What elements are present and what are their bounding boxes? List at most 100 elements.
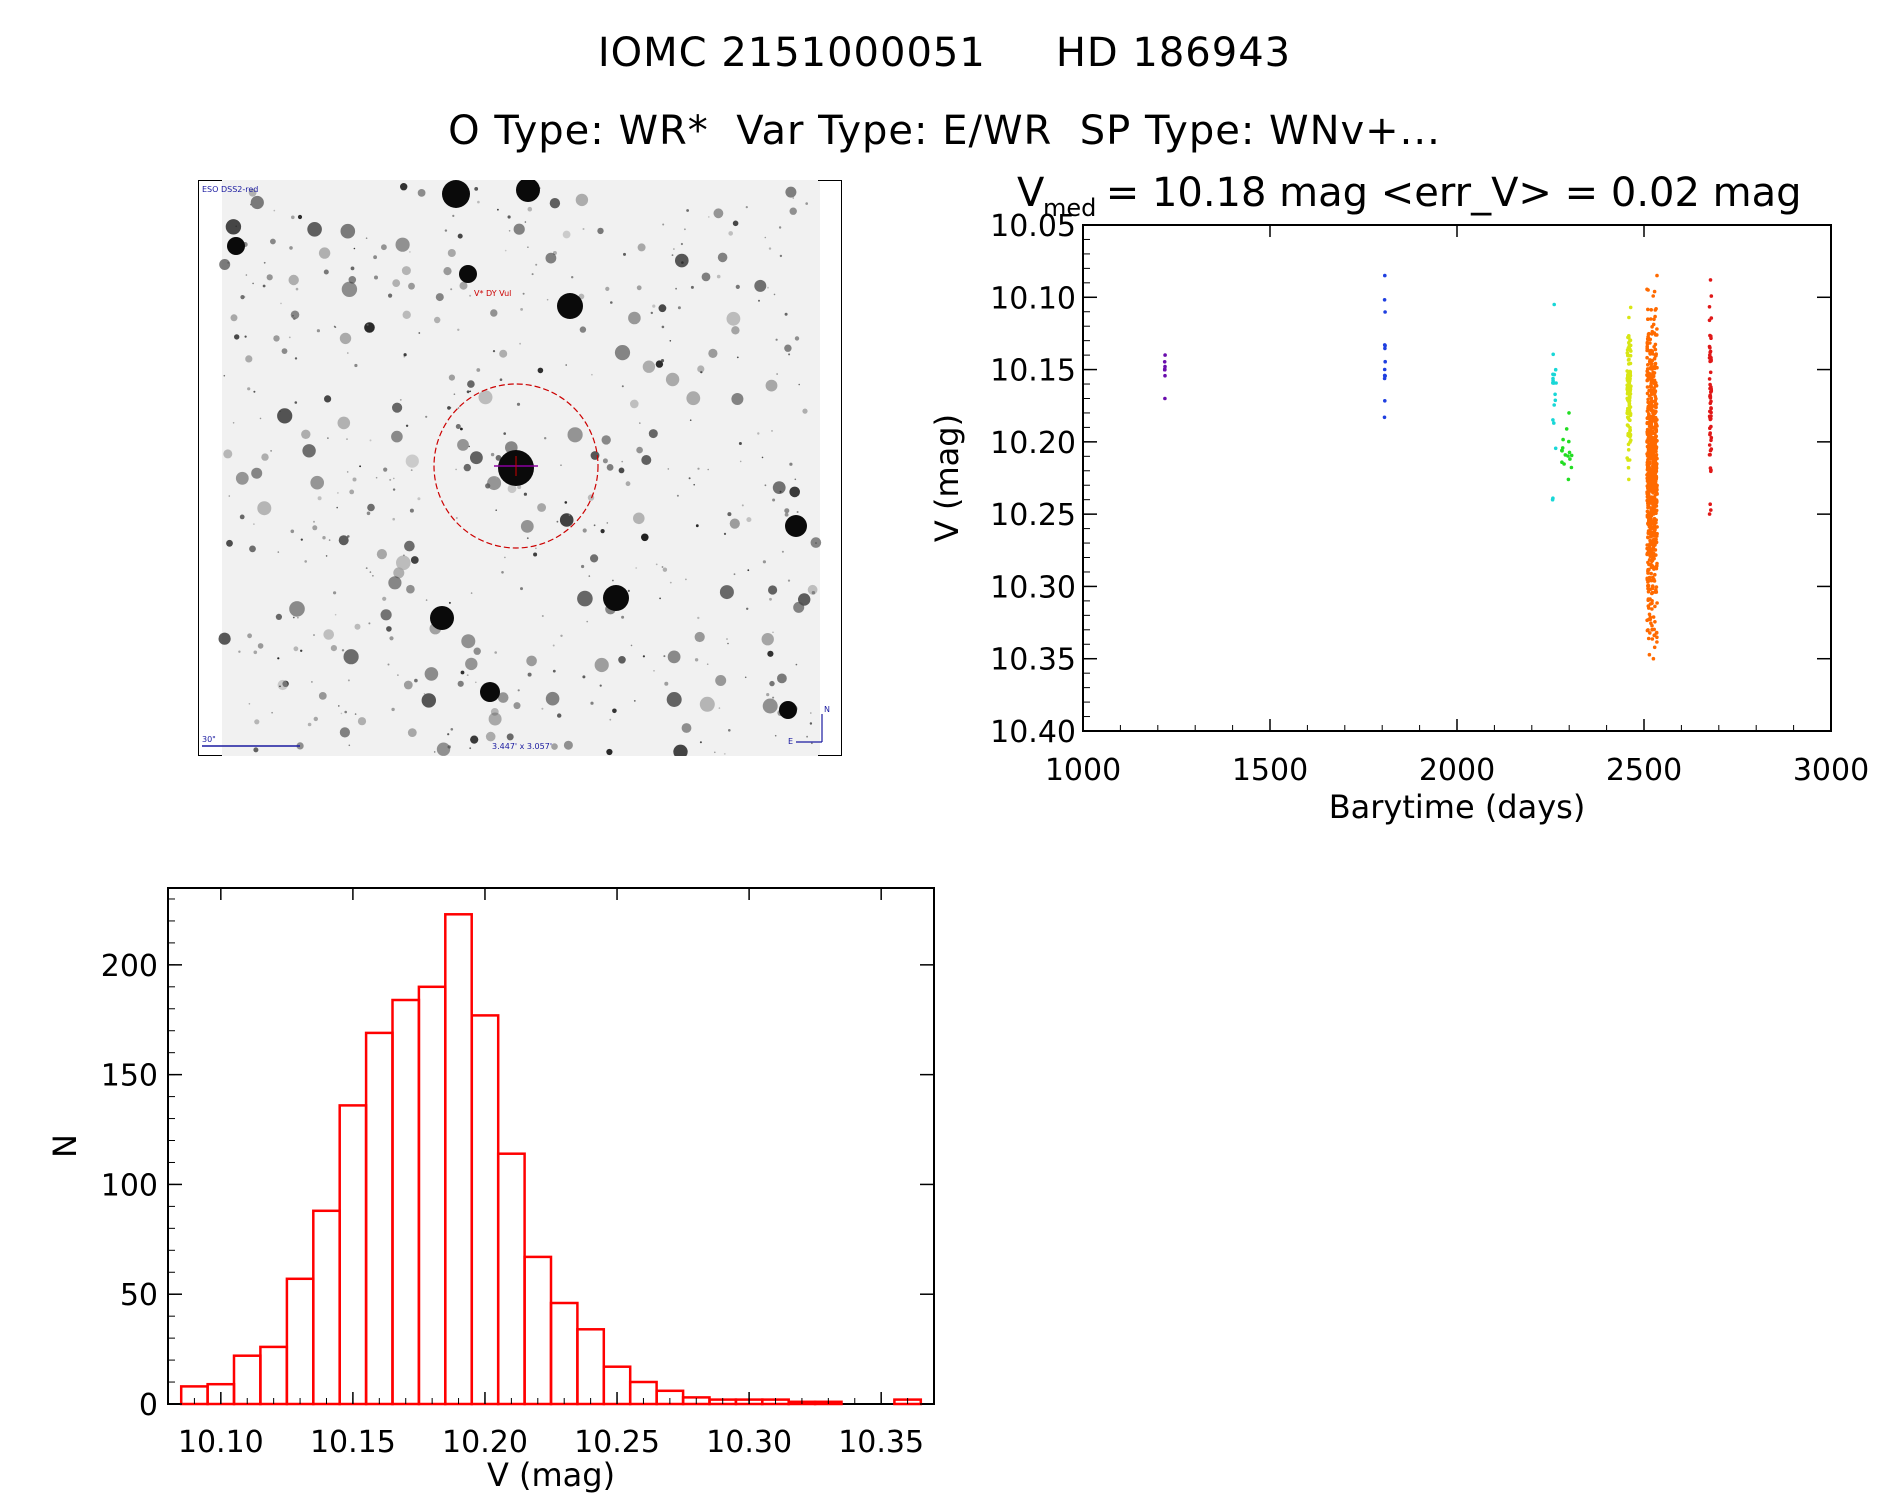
hist-bar bbox=[549, 1301, 579, 1406]
sky-star bbox=[271, 711, 273, 714]
sky-star bbox=[338, 535, 349, 546]
lc-point-season4 bbox=[1566, 477, 1571, 482]
hist-bar bbox=[602, 1365, 632, 1406]
sky-star bbox=[527, 206, 533, 212]
lc-point-season6 bbox=[1648, 542, 1652, 546]
hist-bar bbox=[813, 1400, 843, 1406]
sky-star bbox=[779, 254, 783, 258]
lc-point-season6 bbox=[1654, 532, 1659, 536]
sky-star bbox=[537, 367, 544, 374]
lc-point-season6 bbox=[1655, 601, 1659, 605]
lc-point-season6 bbox=[1653, 389, 1658, 393]
hist-xlabel: V (mag) bbox=[487, 1456, 615, 1494]
hist-bar bbox=[232, 1354, 262, 1406]
lc-point-season3 bbox=[1552, 421, 1556, 425]
sky-star bbox=[273, 335, 280, 342]
lc-point-season6 bbox=[1647, 575, 1652, 580]
lc-point-season7 bbox=[1708, 353, 1712, 357]
sky-star bbox=[409, 508, 414, 513]
star-iomc-id: IOMC 2151000051 bbox=[597, 30, 986, 76]
sky-star bbox=[250, 203, 252, 206]
sky-star bbox=[527, 672, 532, 677]
lc-point-season6 bbox=[1651, 425, 1655, 430]
sky-image-panel: V* DY Vul ESO DSS2-red 30" 3.447' x 3.05… bbox=[198, 180, 842, 756]
sky-star bbox=[497, 692, 509, 703]
lc-point-season6 bbox=[1653, 342, 1658, 347]
lc-point-season4 bbox=[1560, 446, 1565, 450]
sky-star bbox=[330, 645, 337, 652]
sky-star bbox=[347, 535, 350, 538]
sky-star bbox=[457, 680, 464, 687]
sky-star bbox=[699, 741, 702, 744]
lc-point-season6 bbox=[1649, 308, 1653, 312]
sky-star bbox=[406, 584, 415, 594]
lc-point-season6 bbox=[1647, 652, 1652, 657]
lc-point-season6 bbox=[1649, 571, 1653, 576]
sky-star bbox=[688, 477, 691, 480]
sky-star bbox=[225, 219, 242, 235]
lc-points bbox=[1162, 273, 1714, 661]
sky-star bbox=[527, 246, 529, 248]
sky-star bbox=[340, 223, 356, 239]
lc-point-season6 bbox=[1651, 294, 1655, 298]
lc-point-season6 bbox=[1655, 561, 1659, 566]
lc-point-season5 bbox=[1628, 305, 1633, 310]
sky-star bbox=[764, 236, 767, 239]
sky-star bbox=[699, 696, 715, 712]
sky-star bbox=[487, 476, 502, 491]
sky-star bbox=[784, 512, 789, 517]
sky-star bbox=[469, 294, 472, 297]
sky-star bbox=[715, 675, 727, 686]
sky-star bbox=[492, 350, 496, 353]
sky-star bbox=[365, 567, 368, 569]
sky-star bbox=[333, 325, 336, 328]
sky-star bbox=[614, 345, 631, 361]
sky-star bbox=[560, 634, 563, 637]
sky-star bbox=[495, 509, 498, 512]
sky-star bbox=[381, 244, 387, 251]
sky-star bbox=[761, 456, 764, 459]
sky-star bbox=[388, 576, 402, 590]
sky-star bbox=[796, 511, 799, 513]
sky-star bbox=[726, 311, 741, 326]
hist-bar bbox=[681, 1396, 711, 1406]
lc-point-season5 bbox=[1626, 424, 1630, 428]
sky-bright-star bbox=[480, 682, 500, 702]
lc-point-season6 bbox=[1652, 289, 1657, 294]
lc-xtick-label: 3000 bbox=[1793, 753, 1869, 788]
sky-star bbox=[447, 745, 451, 749]
sky-star bbox=[249, 545, 256, 553]
lc-point-season5 bbox=[1629, 438, 1633, 443]
sky-star bbox=[501, 571, 504, 574]
sky-star bbox=[410, 556, 419, 564]
lc-point-season6 bbox=[1648, 534, 1653, 539]
lc-point-season6 bbox=[1648, 513, 1652, 517]
sky-star bbox=[772, 696, 775, 699]
lc-point-season7 bbox=[1708, 278, 1713, 282]
sky-star bbox=[339, 727, 350, 738]
sky-star bbox=[344, 710, 347, 714]
lc-point-season5 bbox=[1626, 335, 1630, 340]
sky-star bbox=[686, 209, 689, 212]
sky-star bbox=[507, 215, 511, 219]
lc-point-season6 bbox=[1652, 466, 1656, 471]
lc-point-season6 bbox=[1645, 355, 1649, 360]
lc-point-season2 bbox=[1383, 346, 1387, 351]
lc-point-season6 bbox=[1645, 348, 1649, 353]
lc-point-season7 bbox=[1709, 438, 1713, 443]
sky-star bbox=[588, 575, 591, 577]
hist-bar bbox=[470, 1014, 500, 1406]
lc-ytick-label: 10.10 bbox=[990, 281, 1076, 316]
sky-star bbox=[403, 353, 407, 357]
lc-ytick-label: 10.25 bbox=[990, 498, 1076, 533]
lc-point-season7 bbox=[1709, 469, 1713, 474]
sky-star bbox=[762, 560, 767, 564]
lc-xtick-label: 1000 bbox=[1045, 753, 1121, 788]
sky-star bbox=[789, 462, 793, 466]
lc-point-season4 bbox=[1561, 437, 1565, 442]
sky-star bbox=[466, 674, 469, 676]
sky-bright-star bbox=[516, 180, 540, 202]
sky-star bbox=[338, 705, 340, 707]
hist-ytick-label: 0 bbox=[139, 1388, 158, 1423]
sky-star bbox=[357, 717, 367, 726]
